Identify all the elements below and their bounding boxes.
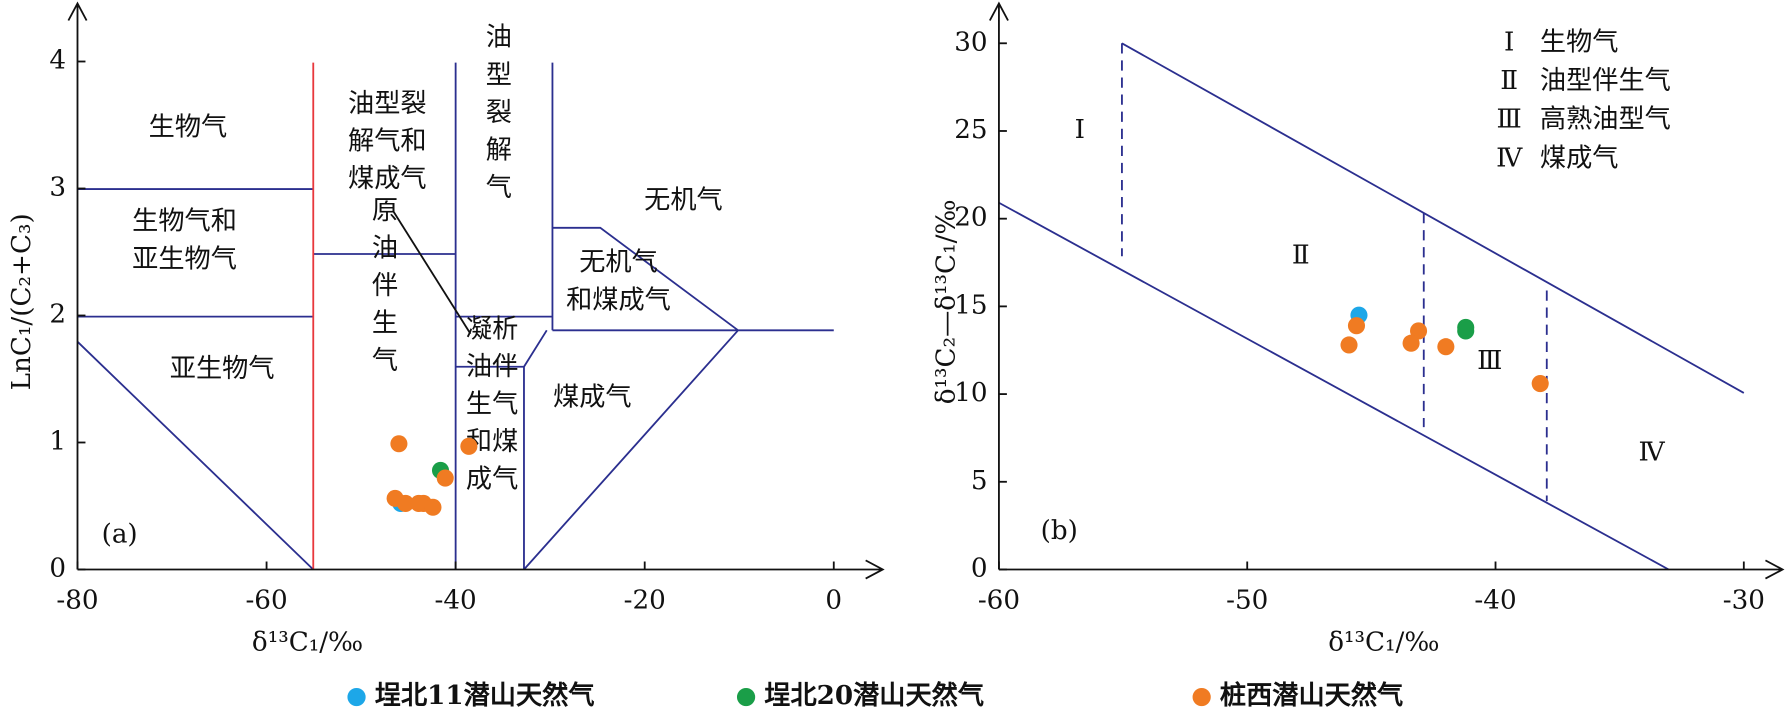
point [436, 469, 454, 487]
key-symbol: Ⅱ [1500, 66, 1518, 96]
point [1340, 336, 1358, 354]
x-tick-label: -40 [435, 585, 477, 615]
legend-label: 埕北20潜山天然气 [764, 680, 984, 711]
y-tick-label: 0 [971, 553, 988, 583]
region-label: Ⅲ [1477, 346, 1502, 376]
legend-marker [347, 687, 366, 707]
x-tick-label: 0 [825, 585, 842, 615]
region-label: 和煤成气 [566, 285, 671, 315]
point [424, 498, 442, 516]
key-symbol: Ⅰ [1504, 27, 1514, 57]
region-label: 气 [372, 346, 398, 376]
y-tick-label: 15 [954, 290, 987, 320]
legend-marker [1192, 687, 1211, 707]
region-label: 解 [486, 135, 512, 165]
key-text: 油型伴生气 [1540, 66, 1671, 96]
region-label: Ⅰ [1075, 115, 1085, 145]
panel-label: (b) [1041, 516, 1078, 546]
region-label: 成气 [466, 465, 518, 495]
y-tick-label: 3 [49, 173, 66, 203]
boundary-lines [76, 62, 834, 571]
y-tick-label: 5 [971, 466, 988, 496]
region-label: 解气和 [348, 126, 427, 156]
legend-label: 桩西潜山天然气 [1220, 680, 1403, 711]
x-tick-label: -20 [624, 585, 666, 615]
region-label: 型 [486, 60, 512, 90]
point [1402, 334, 1420, 352]
region-label: 原 [372, 196, 398, 226]
y-tick-label: 25 [954, 115, 987, 145]
boundaries-a [76, 62, 834, 571]
point [1531, 375, 1549, 393]
region-label: 气 [486, 173, 512, 203]
y-tick-label: 0 [49, 553, 66, 583]
key-symbol: Ⅲ [1497, 105, 1522, 135]
region-label: 油型裂 [348, 89, 427, 119]
key-symbol: Ⅳ [1496, 143, 1523, 173]
region-label: 煤成气 [348, 164, 427, 194]
region-label: 亚生物气 [132, 244, 237, 274]
axes-b [989, 1, 1785, 580]
region-label: 油伴 [466, 352, 518, 382]
x-tick-label: -60 [978, 585, 1020, 615]
key-text: 生物气 [1540, 27, 1619, 57]
region-label: 煤成气 [553, 383, 632, 413]
x-tick-label: -40 [1474, 585, 1516, 615]
legend-label: 埕北11潜山天然气 [375, 680, 595, 711]
y-tick-label: 20 [954, 203, 987, 233]
key-text: 高熟油型气 [1540, 105, 1671, 135]
y-tick-label: 4 [49, 46, 66, 76]
region-label: 裂 [486, 98, 512, 128]
boundary-dashed [1121, 43, 1548, 502]
region-label: 无机气 [644, 186, 723, 216]
legend-marker [736, 687, 756, 707]
region-label: 生物气 [149, 113, 228, 143]
y-axis-label: δ¹³C₂—δ¹³C₁/‰ [932, 199, 962, 404]
region-label: 生 [372, 309, 398, 339]
pointer [392, 210, 472, 335]
y-tick-label: 2 [49, 299, 66, 329]
point [1457, 318, 1475, 336]
region-label: 伴 [372, 271, 398, 301]
point [396, 494, 415, 512]
point [1410, 322, 1428, 340]
region-label: 生气 [466, 389, 518, 419]
region-label: Ⅳ [1638, 437, 1665, 467]
axes-a [67, 1, 885, 580]
key-text: 煤成气 [1540, 143, 1619, 173]
point [1437, 338, 1455, 356]
point [1347, 317, 1366, 335]
x-tick-label: -80 [56, 585, 98, 615]
y-tick-label: 10 [954, 378, 987, 408]
x-tick-label: -60 [245, 585, 287, 615]
x-tick-label: -50 [1226, 585, 1268, 615]
region-label: 亚生物气 [170, 354, 275, 384]
region-label: 凝析 [466, 314, 518, 344]
y-axis-label: LnC₁/(C₂+C₃) [7, 213, 37, 390]
region-label: Ⅱ [1292, 240, 1310, 270]
y-tick-label: 1 [49, 426, 66, 456]
region-label: 无机气 [579, 248, 658, 278]
boundary-lines [998, 42, 1745, 571]
boundaries-b [998, 42, 1745, 571]
axes [67, 1, 1785, 580]
x-axis-label: δ¹³C₁/‰ [252, 628, 363, 658]
point [460, 437, 478, 455]
point [390, 435, 408, 453]
x-tick-label: -30 [1723, 585, 1765, 615]
y-tick-label: 30 [954, 27, 987, 57]
region-label: 油 [486, 23, 512, 53]
panel-label: (a) [102, 519, 138, 549]
region-label: 油 [372, 233, 398, 263]
x-axis-label: δ¹³C₁/‰ [1328, 628, 1439, 658]
region-label: 生物气和 [132, 207, 237, 237]
